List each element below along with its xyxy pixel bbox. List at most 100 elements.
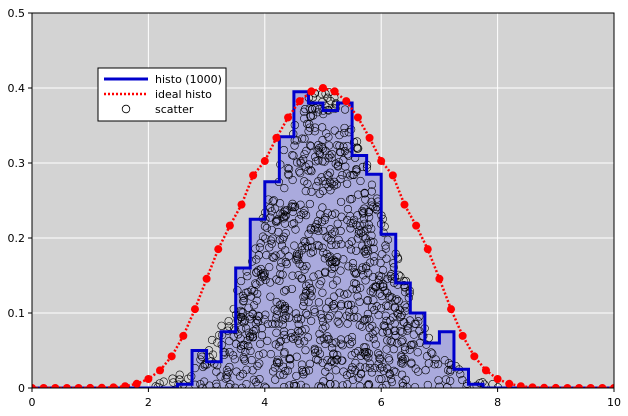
scatter-point (311, 157, 321, 166)
scatter-point (339, 255, 348, 264)
scatter-point (225, 348, 234, 357)
scatter-point (222, 371, 231, 380)
scatter-point (276, 263, 285, 272)
scatter-point (295, 339, 304, 348)
scatter-point (271, 375, 280, 384)
ideal-point (179, 331, 188, 340)
scatter-point (327, 149, 336, 159)
scatter-point (230, 355, 239, 364)
scatter-point (351, 348, 360, 357)
scatter-point (239, 296, 248, 305)
scatter-point (348, 375, 358, 384)
scatter-point (378, 266, 388, 275)
scatter-point (234, 330, 243, 339)
scatter-point (357, 370, 366, 379)
scatter-point (365, 315, 374, 324)
histogram-series (32, 90, 614, 388)
scatter-point (400, 318, 409, 327)
scatter-point (351, 279, 361, 289)
scatter-point (327, 240, 336, 250)
scatter-point (248, 257, 257, 266)
scatter-point (313, 356, 322, 365)
scatter-point (273, 355, 282, 364)
scatter-point (260, 222, 270, 231)
scatter-point (327, 260, 337, 269)
scatter-point (205, 381, 214, 388)
scatter-point (238, 291, 248, 300)
scatter-point (235, 372, 245, 381)
legend: histo (1000) ideal histo scatter (97, 67, 227, 122)
scatter-point (245, 333, 254, 342)
scatter-point (303, 310, 312, 320)
scatter-point (222, 366, 232, 375)
scatter-point (414, 367, 423, 376)
scatter-point (256, 239, 265, 248)
scatter-point (375, 354, 384, 363)
scatter-point (394, 297, 403, 306)
scatter-point (296, 169, 305, 178)
scatter-point (268, 319, 277, 328)
scatter-point (269, 367, 278, 376)
scatter-point (462, 382, 471, 388)
scatter-point (355, 382, 365, 388)
scatter-point (358, 209, 368, 218)
scatter-point (331, 159, 340, 168)
scatter-point (276, 250, 285, 259)
scatter-point (310, 127, 319, 136)
scatter-point (255, 243, 264, 252)
scatter-point (330, 227, 339, 236)
scatter-point (280, 330, 289, 339)
scatter-point (402, 383, 412, 388)
scatter-point (306, 165, 315, 175)
scatter-point (311, 152, 320, 161)
scatter-point (280, 348, 289, 357)
scatter-point (244, 341, 253, 351)
x-tick-label: 10 (607, 396, 621, 409)
scatter-point (398, 336, 407, 345)
scatter-point (356, 176, 365, 186)
scatter-point (196, 355, 205, 364)
scatter-point (347, 333, 357, 342)
scatter-point (391, 331, 400, 340)
ideal-point (319, 84, 327, 92)
ideal-point (62, 384, 71, 388)
scatter-point (254, 351, 264, 360)
scatter-point (363, 224, 372, 233)
scatter-point (319, 248, 328, 257)
scatter-point (365, 380, 374, 388)
scatter-point (279, 362, 288, 371)
scatter-point (318, 123, 327, 132)
scatter-point (260, 271, 269, 280)
scatter-point (265, 263, 274, 272)
scatter-point (269, 253, 278, 262)
scatter-point (370, 305, 379, 315)
scatter-point (389, 366, 398, 375)
scatter-point (316, 383, 326, 388)
ideal-point (86, 383, 95, 388)
ideal-point (528, 383, 537, 388)
scatter-point (310, 305, 319, 314)
scatter-point (301, 346, 310, 355)
scatter-point (335, 288, 344, 297)
scatter-point (292, 352, 301, 361)
scatter-point (319, 377, 328, 386)
scatter-point (278, 320, 287, 329)
scatter-point (269, 196, 278, 205)
scatter-point (277, 258, 286, 267)
scatter-point (224, 368, 233, 377)
scatter-point (244, 303, 253, 312)
ideal-point (400, 200, 409, 209)
scatter-point (400, 354, 409, 363)
scatter-point (314, 144, 324, 153)
scatter-point (324, 141, 334, 150)
scatter-point (397, 351, 406, 360)
scatter-point (398, 359, 407, 368)
scatter-point (253, 361, 262, 371)
scatter-point (215, 330, 224, 340)
scatter-point (346, 171, 355, 180)
scatter-point (383, 274, 392, 283)
scatter-point (280, 206, 289, 215)
scatter-point (399, 280, 409, 290)
scatter-point (353, 234, 362, 243)
scatter-point (375, 350, 384, 360)
